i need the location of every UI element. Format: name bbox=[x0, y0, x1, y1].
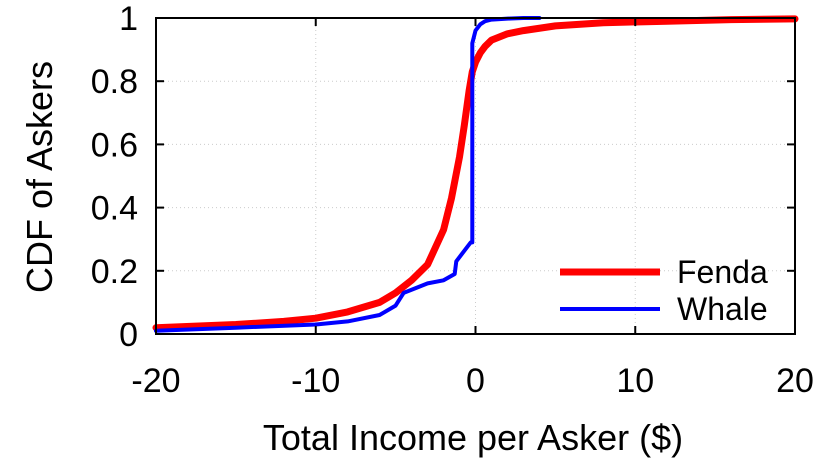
series-line-fenda bbox=[152, 15, 799, 332]
y-tick-label: 0.6 bbox=[91, 126, 138, 164]
ticks bbox=[155, 17, 796, 335]
y-tick-label: 1 bbox=[119, 0, 138, 38]
y-axis-title: CDF of Askers bbox=[19, 61, 60, 293]
x-tick-label: -20 bbox=[131, 362, 180, 400]
x-tick-label: 0 bbox=[466, 362, 485, 400]
x-tick-label: 20 bbox=[776, 362, 814, 400]
legend-label-fenda: Fenda bbox=[677, 254, 768, 290]
x-tick-label: 10 bbox=[616, 362, 654, 400]
y-tick-label: 0.2 bbox=[91, 253, 138, 291]
y-tick-label: 0.4 bbox=[91, 190, 138, 228]
legend-label-whale: Whale bbox=[677, 291, 768, 327]
tick-labels: -20 -10 0 10 20 0 0.2 0.4 0.6 0.8 1 bbox=[91, 0, 814, 400]
legend: Fenda Whale bbox=[560, 254, 768, 327]
series-line-whale bbox=[154, 16, 542, 333]
x-tick-label: -10 bbox=[291, 362, 340, 400]
series-layer bbox=[152, 15, 799, 333]
y-tick-label: 0 bbox=[119, 316, 138, 354]
x-axis-title: Total Income per Asker ($) bbox=[263, 417, 683, 458]
y-tick-label: 0.8 bbox=[91, 63, 138, 101]
